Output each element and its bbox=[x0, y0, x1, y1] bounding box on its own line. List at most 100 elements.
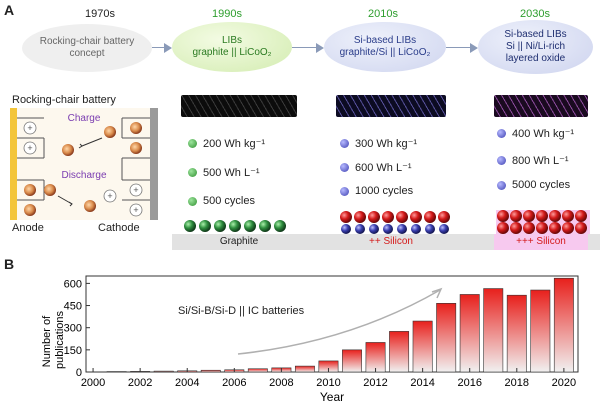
stage3-cycles-dot bbox=[497, 180, 506, 190]
stage2-energy-volume-text: 600 Wh L⁻¹ bbox=[355, 162, 412, 174]
stage1-energy-volume-text: 500 Wh L⁻¹ bbox=[203, 167, 260, 179]
stage1-energy-mass: 200 Wh kg⁻¹ bbox=[188, 137, 265, 150]
era-1990s-bubble: LIBs graphite || LiCoO₂ bbox=[172, 22, 292, 72]
timeline-arrow-1 bbox=[152, 47, 166, 48]
stage1-cycles-text: 500 cycles bbox=[203, 195, 255, 207]
trend-arrow bbox=[237, 289, 441, 355]
panel-b-letter: B bbox=[4, 256, 15, 272]
bar-2003 bbox=[153, 370, 174, 373]
stage2-energy-volume: 600 Wh L⁻¹ bbox=[340, 161, 412, 174]
bar-2018 bbox=[506, 294, 527, 373]
era-2030s-year: 2030s bbox=[520, 8, 550, 20]
bar-2007 bbox=[247, 368, 268, 373]
stage2-cycles-dot bbox=[340, 186, 349, 196]
cathode-current-collector bbox=[150, 108, 158, 220]
timeline-arrow-3 bbox=[446, 47, 472, 48]
anode-current-collector bbox=[10, 108, 17, 220]
era-2010s-year: 2010s bbox=[368, 8, 398, 20]
era-1990s-line2: graphite || LiCoO₂ bbox=[192, 47, 272, 58]
stage3-mass-dot bbox=[497, 129, 506, 138]
svg-text:+: + bbox=[133, 185, 138, 195]
y-axis-label-line2: publications bbox=[54, 310, 66, 369]
x-tick-label-2012: 2012 bbox=[363, 377, 387, 389]
bar-2001 bbox=[106, 371, 127, 373]
timeline-arrow-3-head bbox=[470, 43, 478, 53]
plot-frame bbox=[85, 275, 579, 373]
y-tick-label-300: 300 bbox=[64, 323, 82, 335]
stage3-energy-volume: 800 Wh L⁻¹ bbox=[497, 154, 569, 167]
stage1-energy-mass-text: 200 Wh kg⁻¹ bbox=[203, 138, 266, 150]
lattice-si-ni-li-rich bbox=[494, 95, 588, 117]
era-2030s-line3: layered oxide bbox=[505, 53, 566, 64]
x-tick-label-2004: 2004 bbox=[175, 377, 199, 389]
lattice-graphite-si-licoo2 bbox=[336, 95, 446, 117]
stage2-mass-dot bbox=[340, 139, 349, 148]
svg-text:+: + bbox=[107, 191, 112, 201]
y-tick-label-150: 150 bbox=[64, 345, 82, 357]
y-tick-label-0: 0 bbox=[76, 367, 82, 379]
stage2-energy-mass: 300 Wh kg⁻¹ bbox=[340, 137, 417, 150]
x-tick-label-2016: 2016 bbox=[457, 377, 481, 389]
graphite-spheres bbox=[184, 220, 286, 232]
graphite-label: Graphite bbox=[219, 236, 259, 247]
publications-chart: Number of publications 0 150 300 450 600 200… bbox=[41, 275, 579, 403]
stage3-volume-dot bbox=[497, 156, 506, 165]
timeline-arrow-1-head bbox=[164, 43, 172, 53]
era-2010s-bubble: Si-based LIBs graphite/Si || LiCoO₂ bbox=[324, 22, 446, 72]
trend-arrow-head bbox=[431, 287, 443, 299]
era-2010s-line2: graphite/Si || LiCoO₂ bbox=[339, 47, 431, 58]
stage1-volume-dot bbox=[188, 168, 197, 177]
era-1970s-bubble: Rocking-chair battery concept bbox=[22, 24, 152, 72]
discharge-label: Discharge bbox=[61, 170, 106, 181]
era-1970s-year: 1970s bbox=[85, 8, 115, 20]
x-tick-label-2014: 2014 bbox=[410, 377, 434, 389]
era-2030s-bubble: Si-based LIBs Si || Ni/Li-rich layered oxi… bbox=[478, 20, 593, 74]
x-tick-label-2002: 2002 bbox=[128, 377, 152, 389]
svg-text:+: + bbox=[27, 143, 32, 153]
cathode-label: Cathode bbox=[98, 222, 140, 234]
x-tick-label-2008: 2008 bbox=[269, 377, 293, 389]
stage2-cycles-text: 1000 cycles bbox=[355, 185, 414, 197]
x-axis-label: Year bbox=[320, 390, 344, 403]
bar-2011 bbox=[342, 349, 362, 373]
bar-2013 bbox=[389, 331, 410, 373]
bar-2017 bbox=[483, 288, 504, 373]
era-2010s-line1: Si-based LIBs bbox=[353, 35, 417, 46]
timeline-arrow-2-head bbox=[316, 43, 324, 53]
stage1-mass-dot bbox=[188, 139, 197, 148]
y-tick-label-600: 600 bbox=[64, 278, 82, 290]
silicon-spheres bbox=[497, 210, 587, 234]
stage3-energy-volume-text: 800 Wh L⁻¹ bbox=[512, 155, 569, 167]
bar-2015 bbox=[436, 303, 457, 373]
bar-2020 bbox=[553, 277, 574, 373]
timeline-arrow-2 bbox=[292, 47, 318, 48]
rocking-chair-title: Rocking-chair battery bbox=[12, 94, 116, 106]
rocking-chair-diagram: + + + + + Charge Discharge bbox=[10, 108, 158, 220]
stage2-energy-mass-text: 300 Wh kg⁻¹ bbox=[355, 138, 418, 150]
svg-text:+: + bbox=[27, 123, 32, 133]
chart-annotation: Si/Si-B/Si-D || IC batteries bbox=[178, 305, 305, 317]
stage3-cycles-text: 5000 cycles bbox=[512, 179, 571, 191]
anode-label-strip bbox=[172, 234, 600, 250]
silicon-graphite-spheres bbox=[340, 211, 450, 234]
anode-spheres bbox=[184, 210, 590, 234]
x-tick-label-2006: 2006 bbox=[222, 377, 246, 389]
era-2030s-line1: Si-based LIBs bbox=[504, 29, 567, 40]
x-tick-label-2018: 2018 bbox=[505, 377, 529, 389]
stage3-energy-mass: 400 Wh kg⁻¹ bbox=[497, 127, 574, 140]
era-2030s-line2: Si || Ni/Li-rich bbox=[505, 41, 566, 52]
lattice-graphite-licoo2 bbox=[181, 95, 297, 117]
x-tick-label-2000: 2000 bbox=[81, 377, 105, 389]
bar-2016 bbox=[459, 294, 480, 373]
stage1-cycles-dot bbox=[188, 196, 197, 206]
bar-2005 bbox=[200, 369, 221, 373]
svg-text:Number of publications: Number of publications bbox=[41, 310, 66, 369]
plusplus-silicon-label: ++ Silicon bbox=[369, 236, 413, 247]
bar-2012 bbox=[365, 342, 386, 373]
bar-2009 bbox=[294, 365, 315, 373]
stage1-cycles: 500 cycles bbox=[188, 195, 255, 207]
stage3-cycles: 5000 cycles bbox=[497, 179, 570, 191]
era-1990s-line1: LIBs bbox=[221, 35, 242, 46]
y-tick-label-450: 450 bbox=[64, 301, 82, 313]
